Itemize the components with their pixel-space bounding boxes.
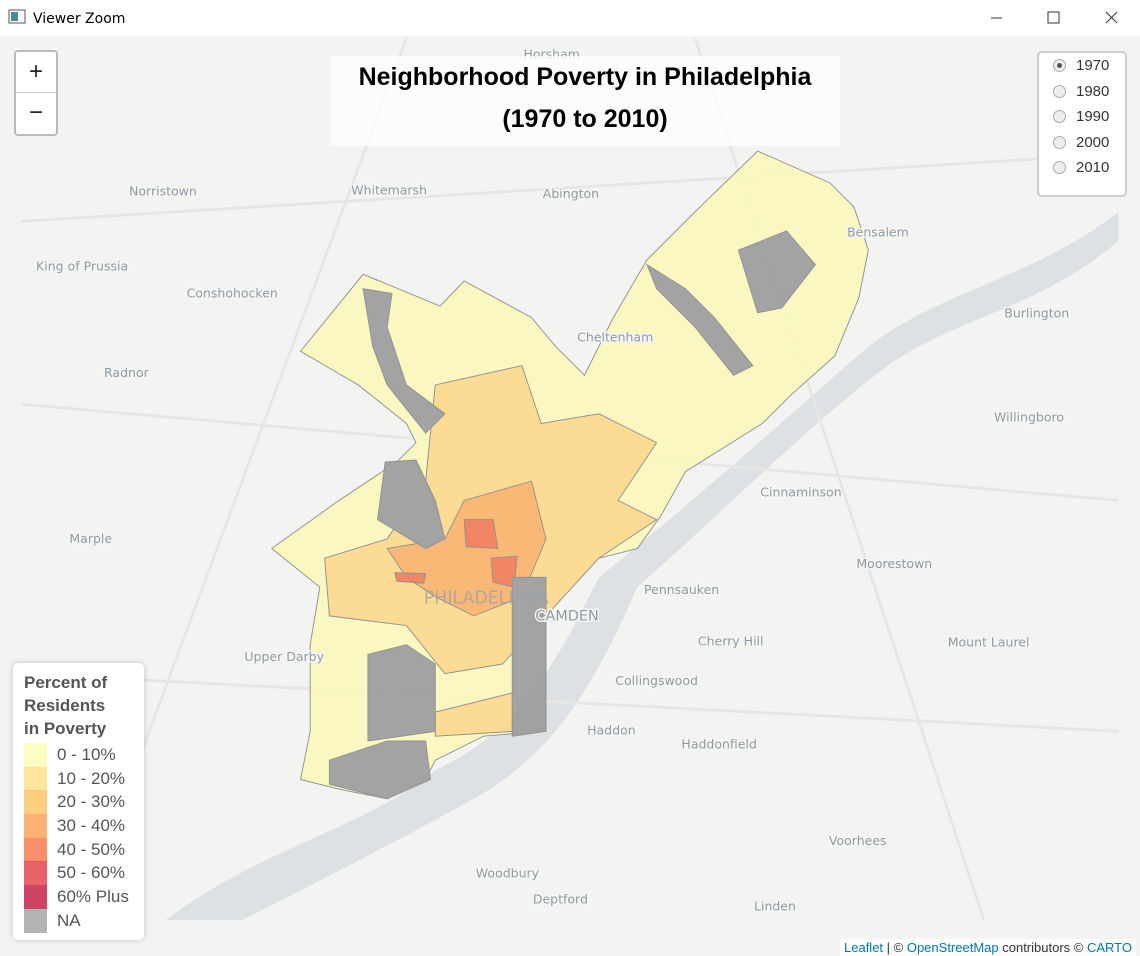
year-option[interactable]: 1970	[1039, 53, 1125, 79]
legend-label: 40 - 50%	[57, 839, 126, 859]
place-label: Collingswood	[615, 673, 698, 688]
legend-item: 30 - 40%	[13, 813, 144, 838]
legend-swatch	[24, 790, 47, 815]
legend-label: 50 - 60%	[57, 863, 126, 883]
legend-item: 50 - 60%	[13, 861, 144, 886]
year-label: 2000	[1076, 133, 1110, 151]
maximize[interactable]	[1047, 11, 1060, 24]
legend-swatch	[24, 861, 47, 886]
place-label: Cherry Hill	[698, 634, 764, 649]
legend-swatch	[24, 742, 47, 767]
place-label: Conshohocken	[187, 285, 278, 300]
title-line: Neighborhood Poverty in Philadelphia	[358, 63, 812, 91]
radio-button[interactable]	[1053, 110, 1066, 124]
river	[165, 211, 1119, 920]
place-label: Cheltenham	[577, 330, 653, 345]
year-option[interactable]: 1980	[1039, 79, 1125, 105]
title-bar: Viewer Zoom	[0, 0, 1140, 36]
zoom-out[interactable]: −	[28, 99, 43, 126]
radio-button[interactable]	[1053, 84, 1066, 98]
legend-item: NA	[13, 908, 144, 933]
place-label: Radnor	[104, 365, 150, 380]
year-label: 1990	[1076, 108, 1110, 126]
legend-item: 0 - 10%	[13, 742, 144, 767]
legend-label: 0 - 10%	[57, 744, 116, 764]
place-label: Bensalem	[847, 225, 909, 240]
place-label: Mount Laurel	[948, 635, 1030, 650]
map-title: Neighborhood Poverty in Philadelphia (19…	[330, 56, 840, 146]
year-selector: 1970 1980 1990 2000 2010	[1037, 51, 1127, 197]
place-label: Burlington	[1004, 306, 1069, 321]
zoom-control: + −	[14, 50, 58, 136]
place-label: Deptford	[533, 892, 588, 907]
legend-label: 20 - 30%	[57, 792, 126, 812]
place-label: Willingboro	[994, 410, 1064, 425]
na-tracts	[328, 230, 817, 800]
legend: Percent of Residents in Poverty 0 - 10% 1…	[13, 663, 144, 940]
place-label: Haddonfield	[681, 737, 756, 752]
legend-swatch	[24, 766, 47, 791]
legend-title-line: in Poverty	[24, 719, 107, 738]
legend-swatch	[24, 837, 47, 862]
attribution-text: | ©	[883, 940, 907, 955]
legend-label: NA	[57, 910, 81, 930]
legend-title: Percent of Residents in Poverty	[13, 663, 144, 743]
zoom-in[interactable]: +	[16, 52, 56, 93]
map[interactable]: Horsham Norristown Whitemarsh Abington B…	[0, 36, 1140, 956]
place-label: Voorhees	[829, 833, 887, 848]
attribution-link[interactable]: OpenStreetMap	[906, 940, 999, 955]
year-option[interactable]: 1990	[1039, 104, 1125, 130]
year-option[interactable]: 2000	[1039, 130, 1125, 156]
legend-item: 20 - 30%	[13, 790, 144, 815]
place-label: Upper Darby	[244, 649, 324, 664]
legend-item: 40 - 50%	[13, 837, 144, 862]
legend-item: 10 - 20%	[13, 766, 144, 791]
place-label: Whitemarsh	[351, 182, 427, 197]
title-line: (1970 to 2010)	[502, 105, 668, 133]
radio-button[interactable]	[1053, 135, 1066, 149]
legend-swatch	[24, 908, 47, 933]
window-title: Viewer Zoom	[33, 11, 125, 27]
app-icon	[11, 12, 18, 21]
place-label: King of Prussia	[36, 258, 128, 273]
attribution-link[interactable]: CARTO	[1086, 940, 1132, 955]
year-label: 1980	[1076, 82, 1110, 100]
place-label: Pennsauken	[644, 582, 719, 597]
place-label: Haddon	[587, 722, 636, 737]
year-option[interactable]: 2010	[1039, 155, 1125, 181]
attribution-text: contributors ©	[998, 940, 1087, 955]
legend-label: 30 - 40%	[57, 815, 126, 835]
place-label: Moorestown	[856, 556, 932, 571]
map-layer: Horsham Norristown Whitemarsh Abington B…	[21, 37, 1119, 920]
year-label: 2010	[1076, 159, 1110, 177]
radio-button[interactable]	[1053, 161, 1066, 175]
place-label: PHILADELPHIA	[424, 588, 549, 608]
legend-title-line: Percent of	[24, 673, 108, 692]
legend-item: 60% Plus	[13, 884, 144, 909]
place-label: Cinnaminson	[760, 485, 841, 500]
place-label: Abington	[543, 186, 599, 201]
year-label: 1970	[1076, 57, 1110, 75]
legend-title-line: Residents	[24, 696, 106, 715]
legend-swatch	[24, 884, 47, 909]
place-label: CAMDEN	[535, 609, 598, 625]
title-bar-icons: Viewer Zoom	[8, 9, 1118, 27]
attribution: Leaflet | © OpenStreetMap contributors ©…	[840, 939, 1136, 956]
close[interactable]	[1105, 11, 1118, 24]
legend-label: 10 - 20%	[57, 768, 126, 788]
legend-swatch	[24, 813, 47, 838]
attribution-link[interactable]: Leaflet	[844, 940, 884, 955]
place-label: Marple	[69, 531, 112, 546]
place-label: Linden	[754, 898, 796, 913]
place-label: Norristown	[129, 183, 197, 198]
legend-label: 60% Plus	[57, 886, 129, 906]
radio-button[interactable]	[1053, 59, 1066, 73]
place-label: Woodbury	[476, 866, 540, 881]
